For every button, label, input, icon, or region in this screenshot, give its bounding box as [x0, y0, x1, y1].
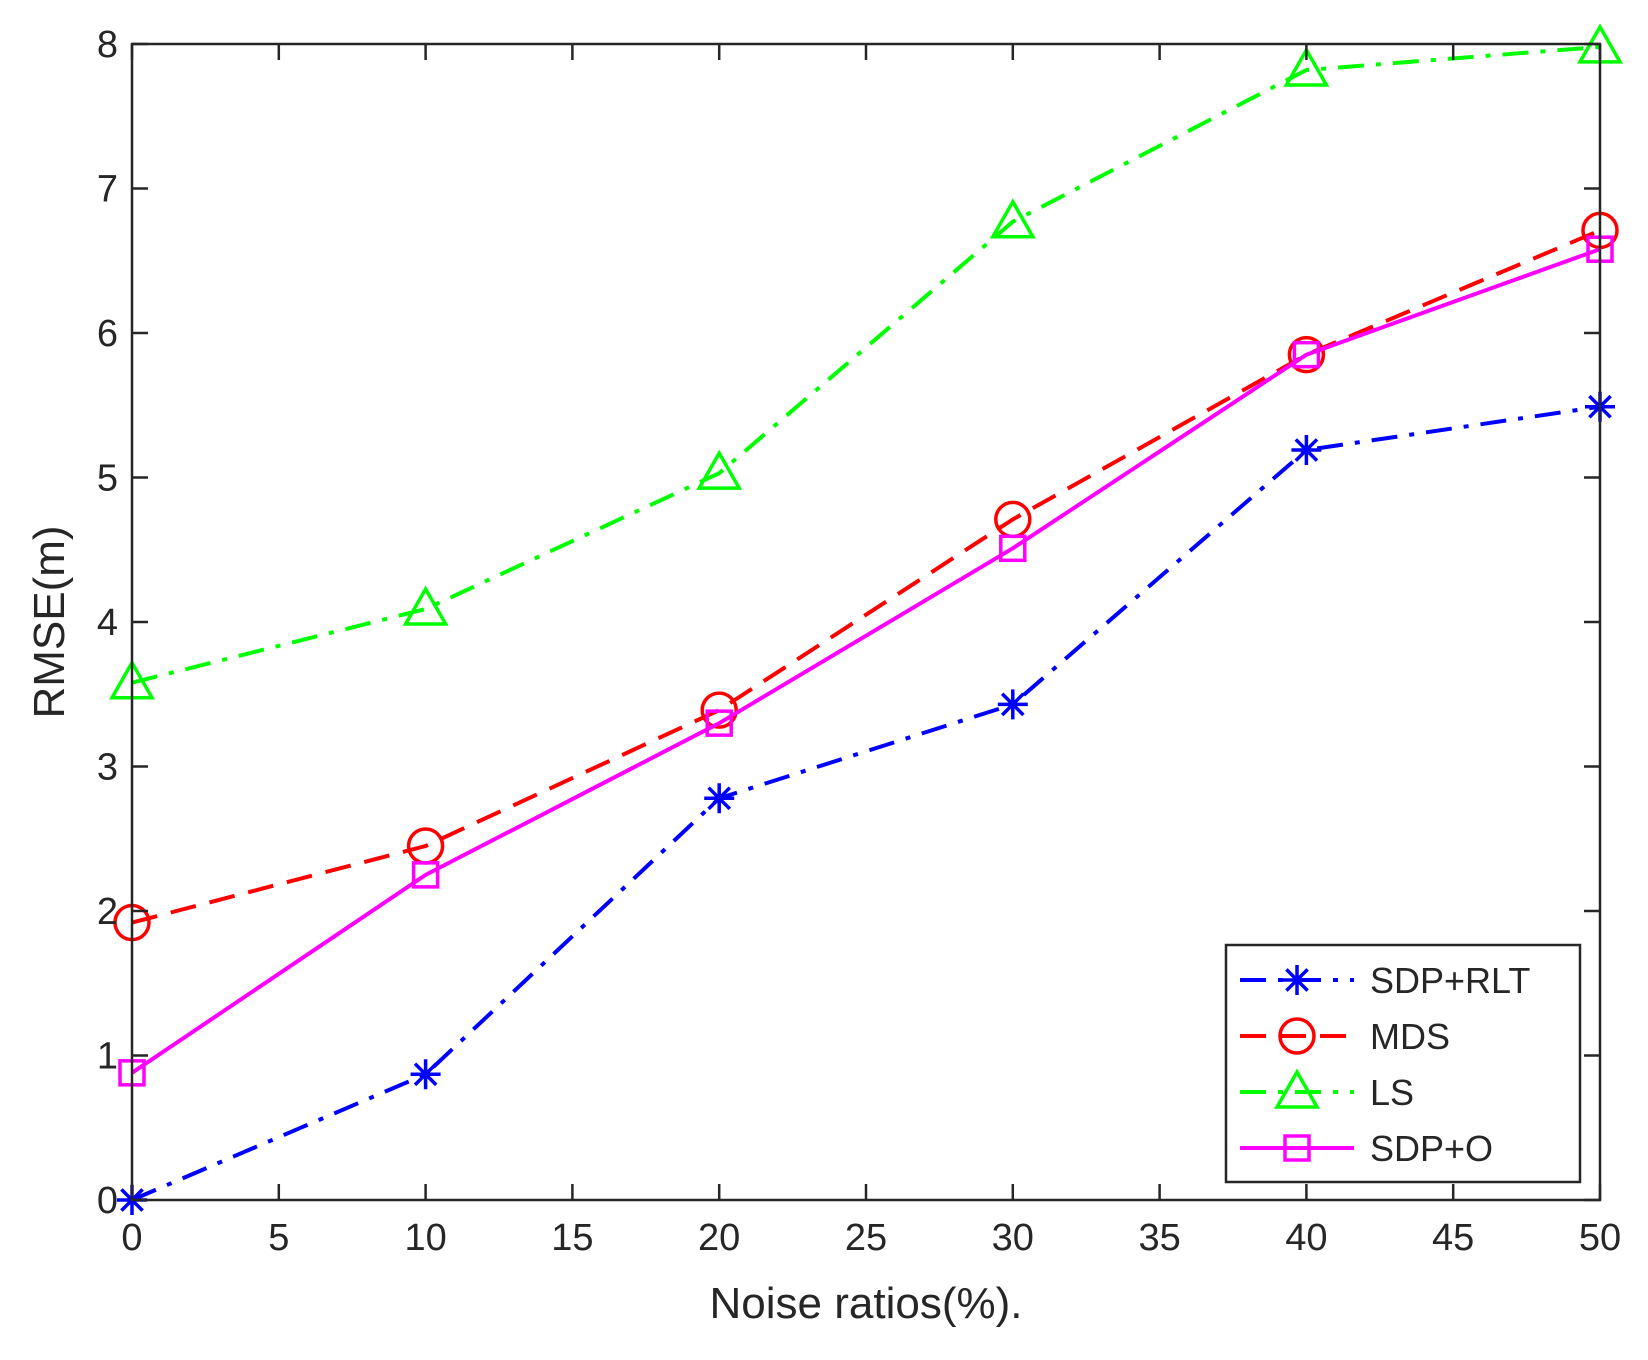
- data-point-ls: [1283, 46, 1330, 87]
- legend-label-ls: LS: [1370, 1072, 1414, 1113]
- y-tick-label: 2: [97, 891, 118, 933]
- data-point-sdp-rlt: [704, 783, 735, 814]
- data-point-ls: [402, 585, 449, 626]
- x-tick-label: 15: [551, 1217, 593, 1259]
- data-point-mds: [700, 691, 738, 729]
- x-tick-label: 10: [404, 1217, 446, 1259]
- y-tick-label: 6: [97, 313, 118, 355]
- x-tick-label: 25: [845, 1217, 887, 1259]
- series-line-ls: [131, 44, 1601, 685]
- legend-label-sdp-rlt: SDP+RLT: [1370, 960, 1530, 1001]
- y-tick-label: 5: [97, 458, 118, 500]
- y-tick-label: 1: [97, 1036, 118, 1078]
- data-point-sdp-rlt: [1291, 435, 1322, 466]
- y-tick-label: 7: [97, 169, 118, 211]
- data-point-ls: [696, 449, 743, 490]
- y-tick-label: 0: [97, 1180, 118, 1222]
- y-tick-label: 8: [97, 24, 118, 66]
- series-line-sdp-rlt: [131, 404, 1601, 1202]
- x-tick-label: 20: [698, 1217, 740, 1259]
- legend-marker-sdp-o: [1283, 1134, 1311, 1162]
- x-axis-label: Noise ratios(%).: [710, 1279, 1023, 1328]
- plot-area: [108, 23, 1624, 1215]
- x-tick-label: 35: [1138, 1217, 1180, 1259]
- series-line-sdp-o: [130, 247, 1601, 1075]
- data-point-sdp-o: [705, 709, 733, 737]
- legend-marker-sdp-rlt: [1282, 965, 1312, 995]
- series-line-mds: [131, 228, 1601, 925]
- data-point-sdp-o: [411, 861, 440, 889]
- x-tick-label: 5: [268, 1217, 289, 1259]
- x-tick-label: 40: [1285, 1217, 1327, 1259]
- data-point-sdp-o: [999, 534, 1027, 563]
- data-point-ls: [989, 198, 1036, 239]
- y-tick-label: 3: [97, 747, 118, 789]
- legend: SDP+RLT MDS LS SDP+O: [1224, 943, 1582, 1184]
- legend-marker-ls: [1273, 1068, 1321, 1109]
- x-tick-label: 30: [992, 1217, 1034, 1259]
- legend-marker-mds: [1278, 1017, 1316, 1055]
- data-point-sdp-o: [1292, 340, 1321, 369]
- y-tick-label: 4: [97, 602, 118, 644]
- y-axis-label: RMSE(m): [25, 525, 74, 718]
- legend-label-sdp-o: SDP+O: [1370, 1128, 1493, 1169]
- data-point-sdp-rlt: [997, 689, 1028, 720]
- x-tick-label: 45: [1432, 1217, 1474, 1259]
- x-tick-label: 50: [1579, 1217, 1621, 1259]
- legend-label-mds: MDS: [1370, 1016, 1450, 1057]
- x-tick-label: 0: [121, 1217, 142, 1259]
- data-point-mds: [1287, 335, 1326, 374]
- data-point-sdp-rlt: [410, 1059, 441, 1090]
